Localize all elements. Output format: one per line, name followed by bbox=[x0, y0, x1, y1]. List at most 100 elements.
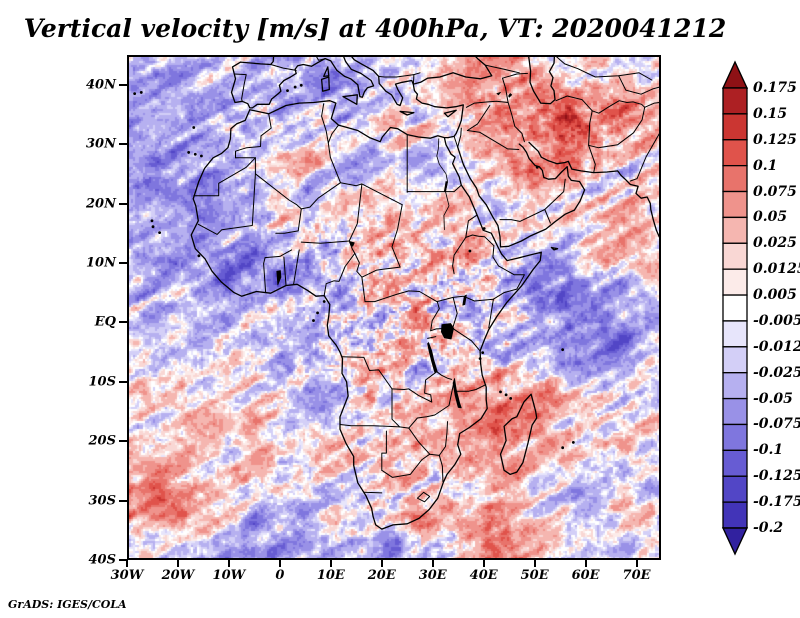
y-tick-label: 40S bbox=[88, 552, 116, 568]
colorbar-segment bbox=[722, 449, 748, 477]
island bbox=[468, 249, 472, 253]
y-axis-tick bbox=[119, 440, 127, 443]
country-border bbox=[341, 356, 393, 390]
country-border bbox=[591, 100, 660, 114]
country-border bbox=[263, 257, 267, 293]
colorbar-arrow bbox=[721, 527, 749, 556]
country-border bbox=[391, 388, 401, 428]
colorbar-segment bbox=[722, 294, 748, 322]
colorbar-tick-label: -0.025 bbox=[753, 364, 800, 381]
island bbox=[482, 227, 486, 230]
coastline bbox=[323, 66, 330, 78]
colorbar-segment bbox=[722, 87, 748, 115]
colorbar-segment bbox=[722, 113, 748, 141]
country-border bbox=[507, 102, 525, 143]
country-border bbox=[321, 103, 341, 184]
island bbox=[158, 231, 162, 235]
lake bbox=[276, 270, 282, 286]
x-tick-label: 50E bbox=[520, 568, 549, 583]
map-frame bbox=[127, 55, 661, 560]
colorbar-segment bbox=[722, 423, 748, 452]
island bbox=[197, 254, 201, 258]
island bbox=[299, 83, 303, 87]
colorbar-segment bbox=[722, 164, 748, 193]
y-tick-label: 20S bbox=[88, 433, 116, 449]
island bbox=[499, 390, 502, 394]
island bbox=[193, 152, 197, 156]
coastline bbox=[457, 143, 586, 248]
country-border bbox=[629, 132, 660, 182]
map-plot-area bbox=[127, 55, 661, 560]
island bbox=[561, 446, 565, 450]
country-border bbox=[254, 157, 341, 210]
y-axis-tick bbox=[119, 559, 127, 561]
colorbar-tick-label: -0.0125 bbox=[753, 338, 800, 355]
x-tick-label: 0 bbox=[275, 568, 285, 583]
x-tick-label: 20E bbox=[367, 568, 396, 583]
y-tick-label: 30N bbox=[86, 136, 116, 152]
x-tick-label: 10W bbox=[212, 568, 246, 583]
country-border bbox=[283, 256, 287, 286]
island bbox=[133, 92, 137, 96]
y-axis-tick bbox=[119, 83, 127, 86]
island bbox=[509, 397, 513, 400]
country-border bbox=[455, 384, 487, 392]
country-border bbox=[197, 173, 256, 235]
lake bbox=[452, 378, 462, 409]
country-border bbox=[293, 249, 300, 285]
country-border bbox=[408, 378, 456, 429]
island bbox=[478, 357, 482, 360]
country-border bbox=[430, 301, 440, 332]
colorbar-tick-label: -0.125 bbox=[753, 468, 800, 485]
country-border bbox=[555, 95, 596, 174]
country-border bbox=[339, 424, 410, 429]
colorbar-tick-label: 0.05 bbox=[753, 209, 788, 226]
country-border bbox=[408, 427, 431, 455]
colorbar-segment bbox=[722, 346, 748, 374]
colorbar-segment bbox=[722, 320, 748, 348]
country-border bbox=[364, 290, 494, 303]
country-border bbox=[499, 209, 551, 224]
colorbar-tick-label: -0.075 bbox=[753, 416, 800, 433]
colorbar-segment bbox=[722, 242, 748, 270]
coastline bbox=[320, 76, 330, 92]
x-axis-tick bbox=[431, 560, 434, 567]
x-axis-tick bbox=[380, 560, 383, 567]
plot-title: Vertical velocity [m/s] at 400hPa, VT: 2… bbox=[23, 14, 727, 43]
country-border bbox=[340, 182, 403, 206]
country-border bbox=[457, 127, 462, 148]
country-border bbox=[270, 64, 297, 71]
colorbar-tick-label: 0.125 bbox=[753, 131, 797, 148]
country-border bbox=[361, 266, 401, 278]
y-tick-label: 40N bbox=[86, 77, 116, 93]
country-border bbox=[438, 421, 448, 456]
x-axis-tick bbox=[635, 560, 638, 567]
colorbar-segment bbox=[722, 190, 748, 219]
island bbox=[322, 300, 326, 303]
country-border bbox=[234, 73, 247, 102]
colorbar-tick-label: 0.025 bbox=[753, 235, 797, 252]
x-axis-tick bbox=[329, 560, 332, 567]
lake bbox=[441, 323, 454, 340]
x-tick-label: 40E bbox=[469, 568, 498, 583]
y-tick-label: 20N bbox=[86, 196, 116, 212]
island bbox=[535, 165, 539, 169]
colorbar-arrow bbox=[721, 60, 749, 89]
y-tick-label: 30S bbox=[88, 493, 116, 509]
country-border bbox=[406, 184, 462, 193]
coastline bbox=[527, 55, 556, 105]
country-border bbox=[427, 336, 437, 339]
country-border bbox=[588, 106, 646, 149]
country-border bbox=[300, 240, 350, 244]
coastline bbox=[230, 55, 375, 109]
y-tick-label: EQ bbox=[94, 314, 116, 330]
y-axis-tick bbox=[119, 202, 127, 205]
colorbar-tick-label: -0.2 bbox=[753, 520, 784, 536]
country-border bbox=[323, 252, 356, 297]
vertical-velocity-field bbox=[127, 55, 661, 560]
colorbar-segment bbox=[722, 268, 748, 296]
country-border bbox=[492, 245, 525, 300]
country-border bbox=[235, 113, 272, 159]
island bbox=[187, 151, 191, 154]
lake bbox=[349, 241, 355, 247]
